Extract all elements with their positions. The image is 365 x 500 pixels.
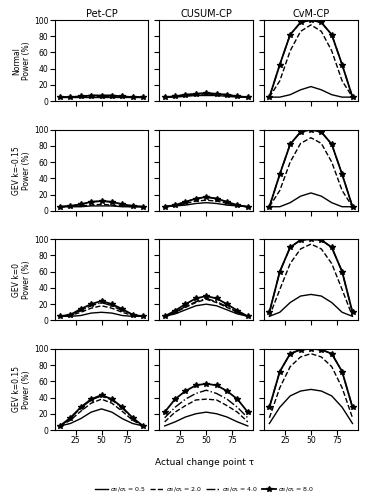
Legend: $\sigma_B/\sigma_L$ = 0.5, $\sigma_B/\sigma_L$ = 2.0, $\sigma_B/\sigma_L$ = 4.0,: $\sigma_B/\sigma_L$ = 0.5, $\sigma_B/\si… — [92, 483, 316, 497]
Y-axis label: GEV k=0
Power (%): GEV k=0 Power (%) — [12, 260, 31, 299]
Y-axis label: Normal
Power (%): Normal Power (%) — [12, 42, 31, 80]
Title: CvM-CP: CvM-CP — [292, 9, 330, 19]
Title: CUSUM-CP: CUSUM-CP — [180, 9, 232, 19]
Y-axis label: GEV k=0.15
Power (%): GEV k=0.15 Power (%) — [12, 366, 31, 412]
Y-axis label: GEV k=-0.15
Power (%): GEV k=-0.15 Power (%) — [12, 146, 31, 194]
Title: Pet-CP: Pet-CP — [86, 9, 118, 19]
Text: Actual change point τ: Actual change point τ — [155, 458, 254, 467]
